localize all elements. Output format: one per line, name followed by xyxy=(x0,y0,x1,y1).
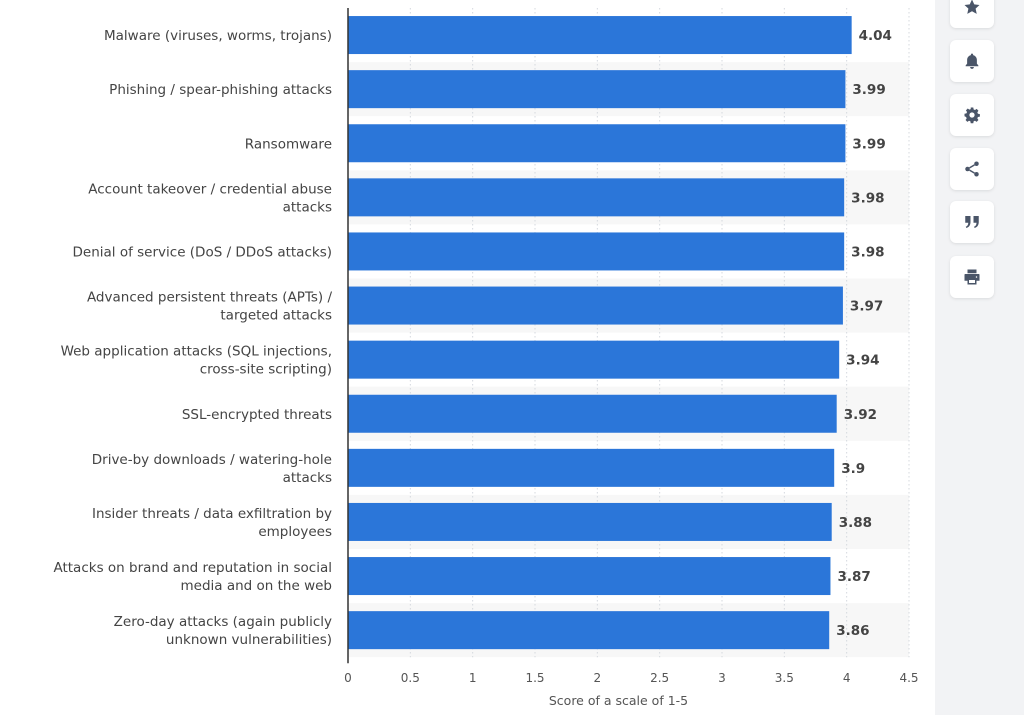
category-label: Account takeover / credential abuse xyxy=(88,181,332,197)
data-label: 3.99 xyxy=(852,136,885,152)
category-label: Web application attacks (SQL injections, xyxy=(61,344,332,360)
bar xyxy=(348,394,837,433)
data-label: 3.92 xyxy=(844,407,877,423)
x-axis-title: Score of a scale of 1-5 xyxy=(549,693,688,708)
x-tick-label: 1 xyxy=(469,671,477,685)
data-label: 3.99 xyxy=(852,82,885,98)
bar xyxy=(348,611,830,650)
x-tick-label: 0 xyxy=(344,671,352,685)
category-label: Zero-day attacks (again publicly xyxy=(114,614,332,630)
category-label: Ransomware xyxy=(245,136,332,152)
category-label: media and on the web xyxy=(181,578,333,594)
bar xyxy=(348,557,831,596)
category-label: unknown vulnerabilities) xyxy=(166,632,332,648)
category-label: Malware (viruses, worms, trojans) xyxy=(104,28,332,44)
category-label: SSL-encrypted threats xyxy=(182,407,332,423)
data-label: 3.88 xyxy=(839,515,872,531)
chart-card: 4.04 Malware (viruses, worms, trojans) 3.9… xyxy=(0,0,935,715)
data-label: 3.86 xyxy=(836,623,869,639)
category-label: Advanced persistent threats (APTs) / xyxy=(87,290,333,306)
data-label: 3.98 xyxy=(851,190,884,206)
x-tick-label: 3 xyxy=(718,671,726,685)
gear-icon xyxy=(963,106,981,124)
bar xyxy=(348,502,832,541)
printer-icon xyxy=(963,268,981,286)
bar xyxy=(348,340,840,379)
data-label: 3.97 xyxy=(850,299,883,315)
quote-icon xyxy=(963,213,981,231)
cite-button[interactable] xyxy=(950,201,994,243)
x-tick-label: 0.5 xyxy=(401,671,420,685)
x-tick-label: 3.5 xyxy=(775,671,794,685)
bar xyxy=(348,448,835,487)
bar xyxy=(348,286,843,325)
category-label: employees xyxy=(258,524,332,540)
bar xyxy=(348,178,845,217)
x-tick-label: 2 xyxy=(594,671,602,685)
category-label: Attacks on brand and reputation in socia… xyxy=(53,560,332,576)
data-label: 3.87 xyxy=(837,569,870,585)
star-icon xyxy=(963,0,981,16)
category-label: cross-site scripting) xyxy=(200,362,332,378)
share-icon xyxy=(963,160,981,178)
favorite-button[interactable] xyxy=(950,0,994,28)
bar xyxy=(348,124,846,163)
bar xyxy=(348,232,845,271)
bar xyxy=(348,16,852,55)
x-tick-label: 4 xyxy=(843,671,851,685)
notification-button[interactable] xyxy=(950,40,994,82)
bell-icon xyxy=(963,52,981,70)
category-label: attacks xyxy=(283,199,332,215)
x-tick-label: 2.5 xyxy=(650,671,669,685)
category-label: attacks xyxy=(283,470,332,486)
bar xyxy=(348,70,846,109)
data-label: 3.98 xyxy=(851,244,884,260)
category-label: targeted attacks xyxy=(220,308,332,324)
x-tick-label: 1.5 xyxy=(525,671,544,685)
data-label: 3.9 xyxy=(841,461,865,477)
category-label: Denial of service (DoS / DDoS attacks) xyxy=(73,244,332,260)
category-label: Drive-by downloads / watering-hole xyxy=(92,452,332,468)
print-button[interactable] xyxy=(950,256,994,298)
data-label: 4.04 xyxy=(859,28,892,44)
x-tick-label: 4.5 xyxy=(899,671,918,685)
data-label: 3.94 xyxy=(846,353,879,369)
category-label: Phishing / spear-phishing attacks xyxy=(109,82,332,98)
bar-chart: 4.04 Malware (viruses, worms, trojans) 3.9… xyxy=(53,8,919,708)
settings-button[interactable] xyxy=(950,94,994,136)
share-button[interactable] xyxy=(950,148,994,190)
category-label: Insider threats / data exfiltration by xyxy=(92,506,332,522)
